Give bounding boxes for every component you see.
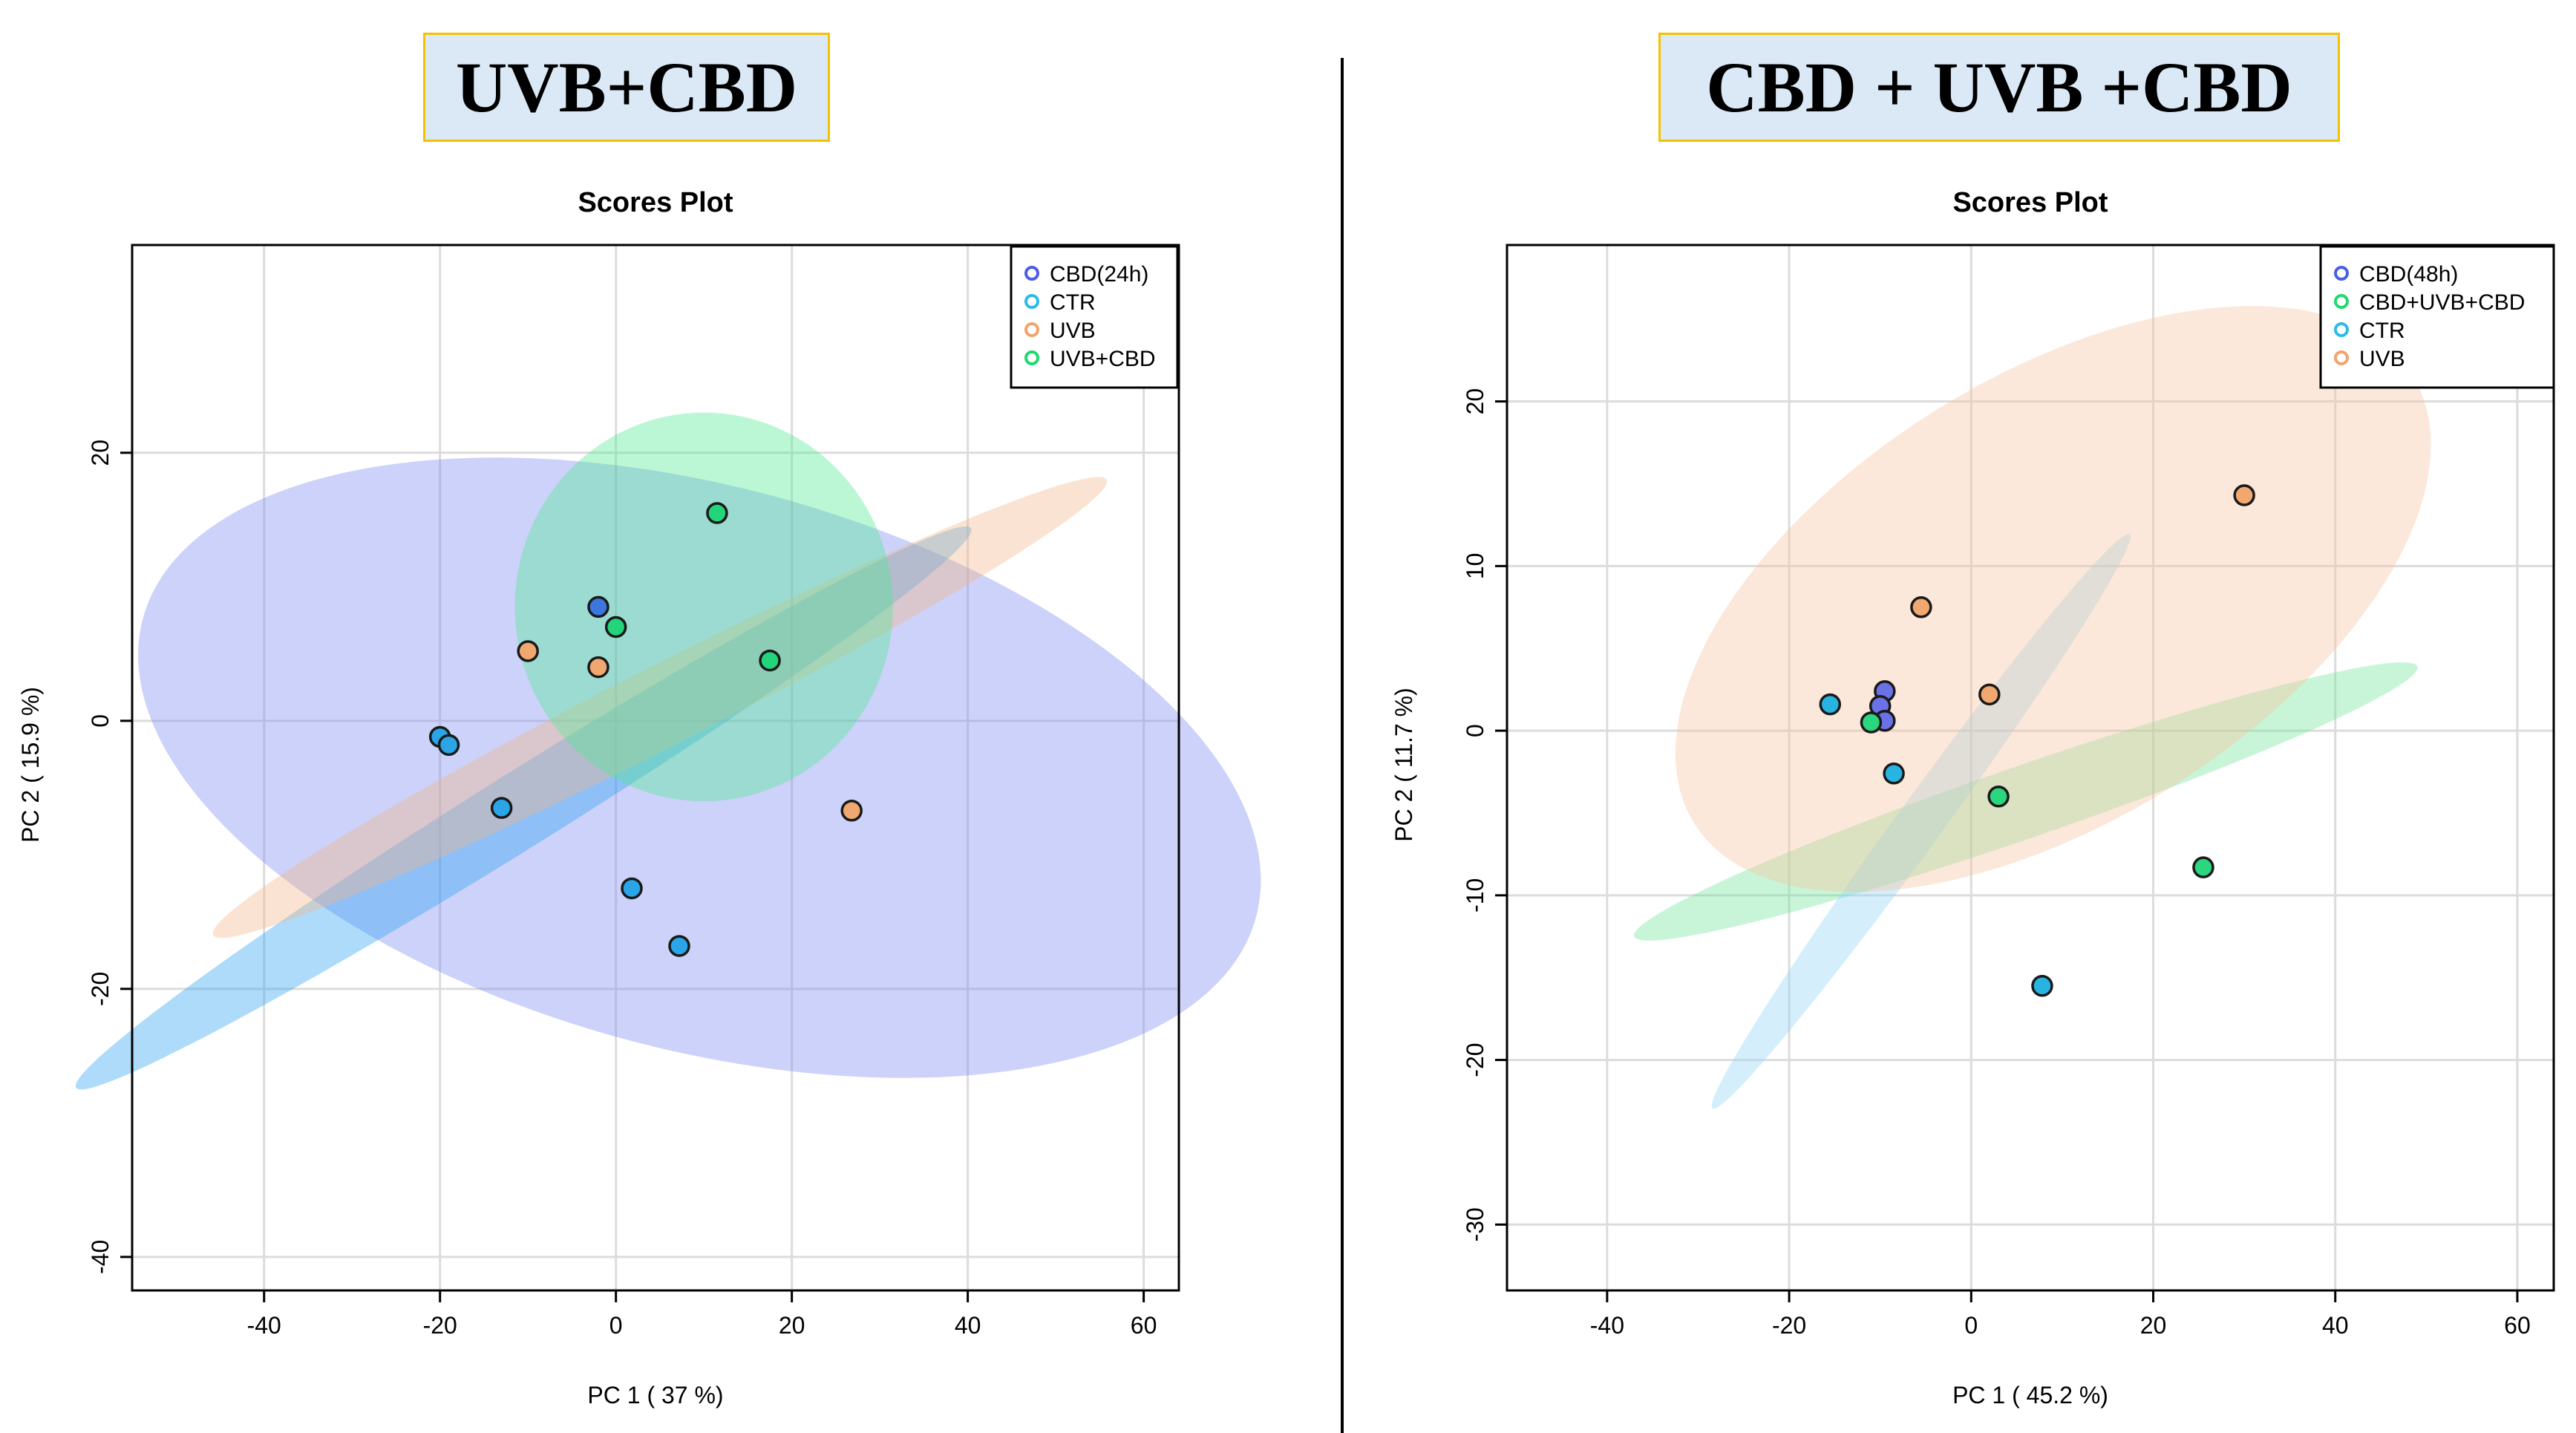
y-tick-label: -40 <box>87 1240 114 1274</box>
data-point <box>759 649 781 672</box>
x-tick-label: 40 <box>2322 1312 2349 1339</box>
data-point <box>1978 683 2001 706</box>
x-tick-label: 0 <box>609 1312 623 1339</box>
data-point <box>840 800 863 822</box>
confidence-ellipse <box>1634 662 2418 941</box>
left-panel-header: UVB+CBD <box>423 33 830 142</box>
legend-marker <box>1024 322 1039 337</box>
legend-label: UVB <box>1050 319 1096 343</box>
data-point <box>1819 693 1842 716</box>
legend-box <box>2319 245 2555 389</box>
y-tick-label: 20 <box>87 440 114 466</box>
data-point <box>1987 786 2010 808</box>
data-point <box>2233 484 2255 506</box>
x-tick-label: 0 <box>1964 1312 1978 1339</box>
data-point <box>604 616 627 639</box>
x-tick-label: -40 <box>247 1312 281 1339</box>
legend-marker <box>2334 294 2349 309</box>
data-point <box>1910 596 1932 618</box>
confidence-ellipse <box>1711 533 2131 1109</box>
x-tick-label: 20 <box>2140 1312 2167 1339</box>
legend-marker <box>2334 322 2349 337</box>
legend-marker <box>1024 294 1039 309</box>
data-point <box>490 797 513 819</box>
x-axis-label: PC 1 ( 37 %) <box>587 1382 723 1408</box>
confidence-ellipse <box>138 457 1261 1078</box>
x-tick-label: 40 <box>955 1312 981 1339</box>
legend: CBD(24h) CTR UVB UVB+CBD <box>1010 245 1179 389</box>
plot-background <box>1507 245 2554 1290</box>
data-point <box>2192 856 2214 878</box>
legend-marker <box>1024 266 1039 281</box>
data-point <box>1883 763 1905 785</box>
x-tick-label: 60 <box>1131 1312 1157 1339</box>
x-tick-label: -20 <box>423 1312 457 1339</box>
data-point <box>587 595 609 618</box>
legend-label: CBD+UVB+CBD <box>2359 290 2525 315</box>
y-axis-label: PC 2 ( 11.7 %) <box>1390 688 1417 841</box>
confidence-ellipse <box>1675 306 2431 892</box>
legend-marker <box>1024 350 1039 365</box>
y-axis-label: PC 2 ( 15.9 %) <box>17 687 44 843</box>
chart-title: Scores Plot <box>1952 187 2108 218</box>
legend-label: CBD(24h) <box>1050 262 1148 287</box>
x-axis-label: PC 1 ( 45.2 %) <box>1952 1382 2108 1408</box>
panel-divider <box>1341 58 1344 1433</box>
y-tick-label: 0 <box>1462 724 1488 737</box>
data-point <box>621 877 643 900</box>
confidence-ellipse <box>514 412 893 802</box>
confidence-ellipse <box>212 477 1108 939</box>
data-point <box>668 935 690 957</box>
x-tick-label: -40 <box>1590 1312 1624 1339</box>
legend-label: UVB+CBD <box>1050 347 1156 371</box>
legend-label: CBD(48h) <box>2359 262 2458 287</box>
y-tick-label: 20 <box>1462 388 1488 415</box>
data-point <box>706 502 728 524</box>
data-point <box>517 640 539 662</box>
legend: CBD(48h) CBD+UVB+CBD CTR UVB <box>2319 245 2555 389</box>
data-point <box>587 656 609 679</box>
scores-plot-2: -40 -20 0 20 40 60 -30 -20 -10 0 10 20 Scores Plot PC… <box>1390 187 2555 1408</box>
right-panel-header: CBD + UVB +CBD <box>1658 33 2340 142</box>
x-tick-label: 60 <box>2504 1312 2531 1339</box>
legend-marker <box>2334 350 2349 365</box>
y-tick-label: -10 <box>1462 878 1488 913</box>
x-tick-label: -20 <box>1772 1312 1806 1339</box>
legend-marker <box>2334 266 2349 281</box>
legend-label: CTR <box>2359 319 2405 343</box>
y-tick-label: 0 <box>87 714 114 728</box>
y-tick-label: -30 <box>1462 1207 1488 1241</box>
x-tick-label: 20 <box>779 1312 805 1339</box>
data-point <box>1860 711 1883 734</box>
legend-label: CTR <box>1050 290 1096 315</box>
y-tick-label: -20 <box>87 972 114 1006</box>
plot-frame <box>131 244 1180 1292</box>
data-point <box>437 734 460 757</box>
scores-plot-1: -40 -20 0 20 40 60 -40 -20 0 20 Scores Plot PC 1 ( … <box>17 187 1261 1408</box>
y-tick-label: -20 <box>1462 1042 1488 1077</box>
plot-frame <box>1506 244 2555 1292</box>
confidence-ellipse <box>75 526 972 1090</box>
plot-background <box>132 245 1179 1290</box>
y-tick-label: 10 <box>1462 553 1488 580</box>
chart-title: Scores Plot <box>578 187 733 218</box>
legend-label: UVB <box>2359 347 2405 371</box>
data-point <box>2031 975 2053 997</box>
legend-box <box>1010 245 1179 389</box>
